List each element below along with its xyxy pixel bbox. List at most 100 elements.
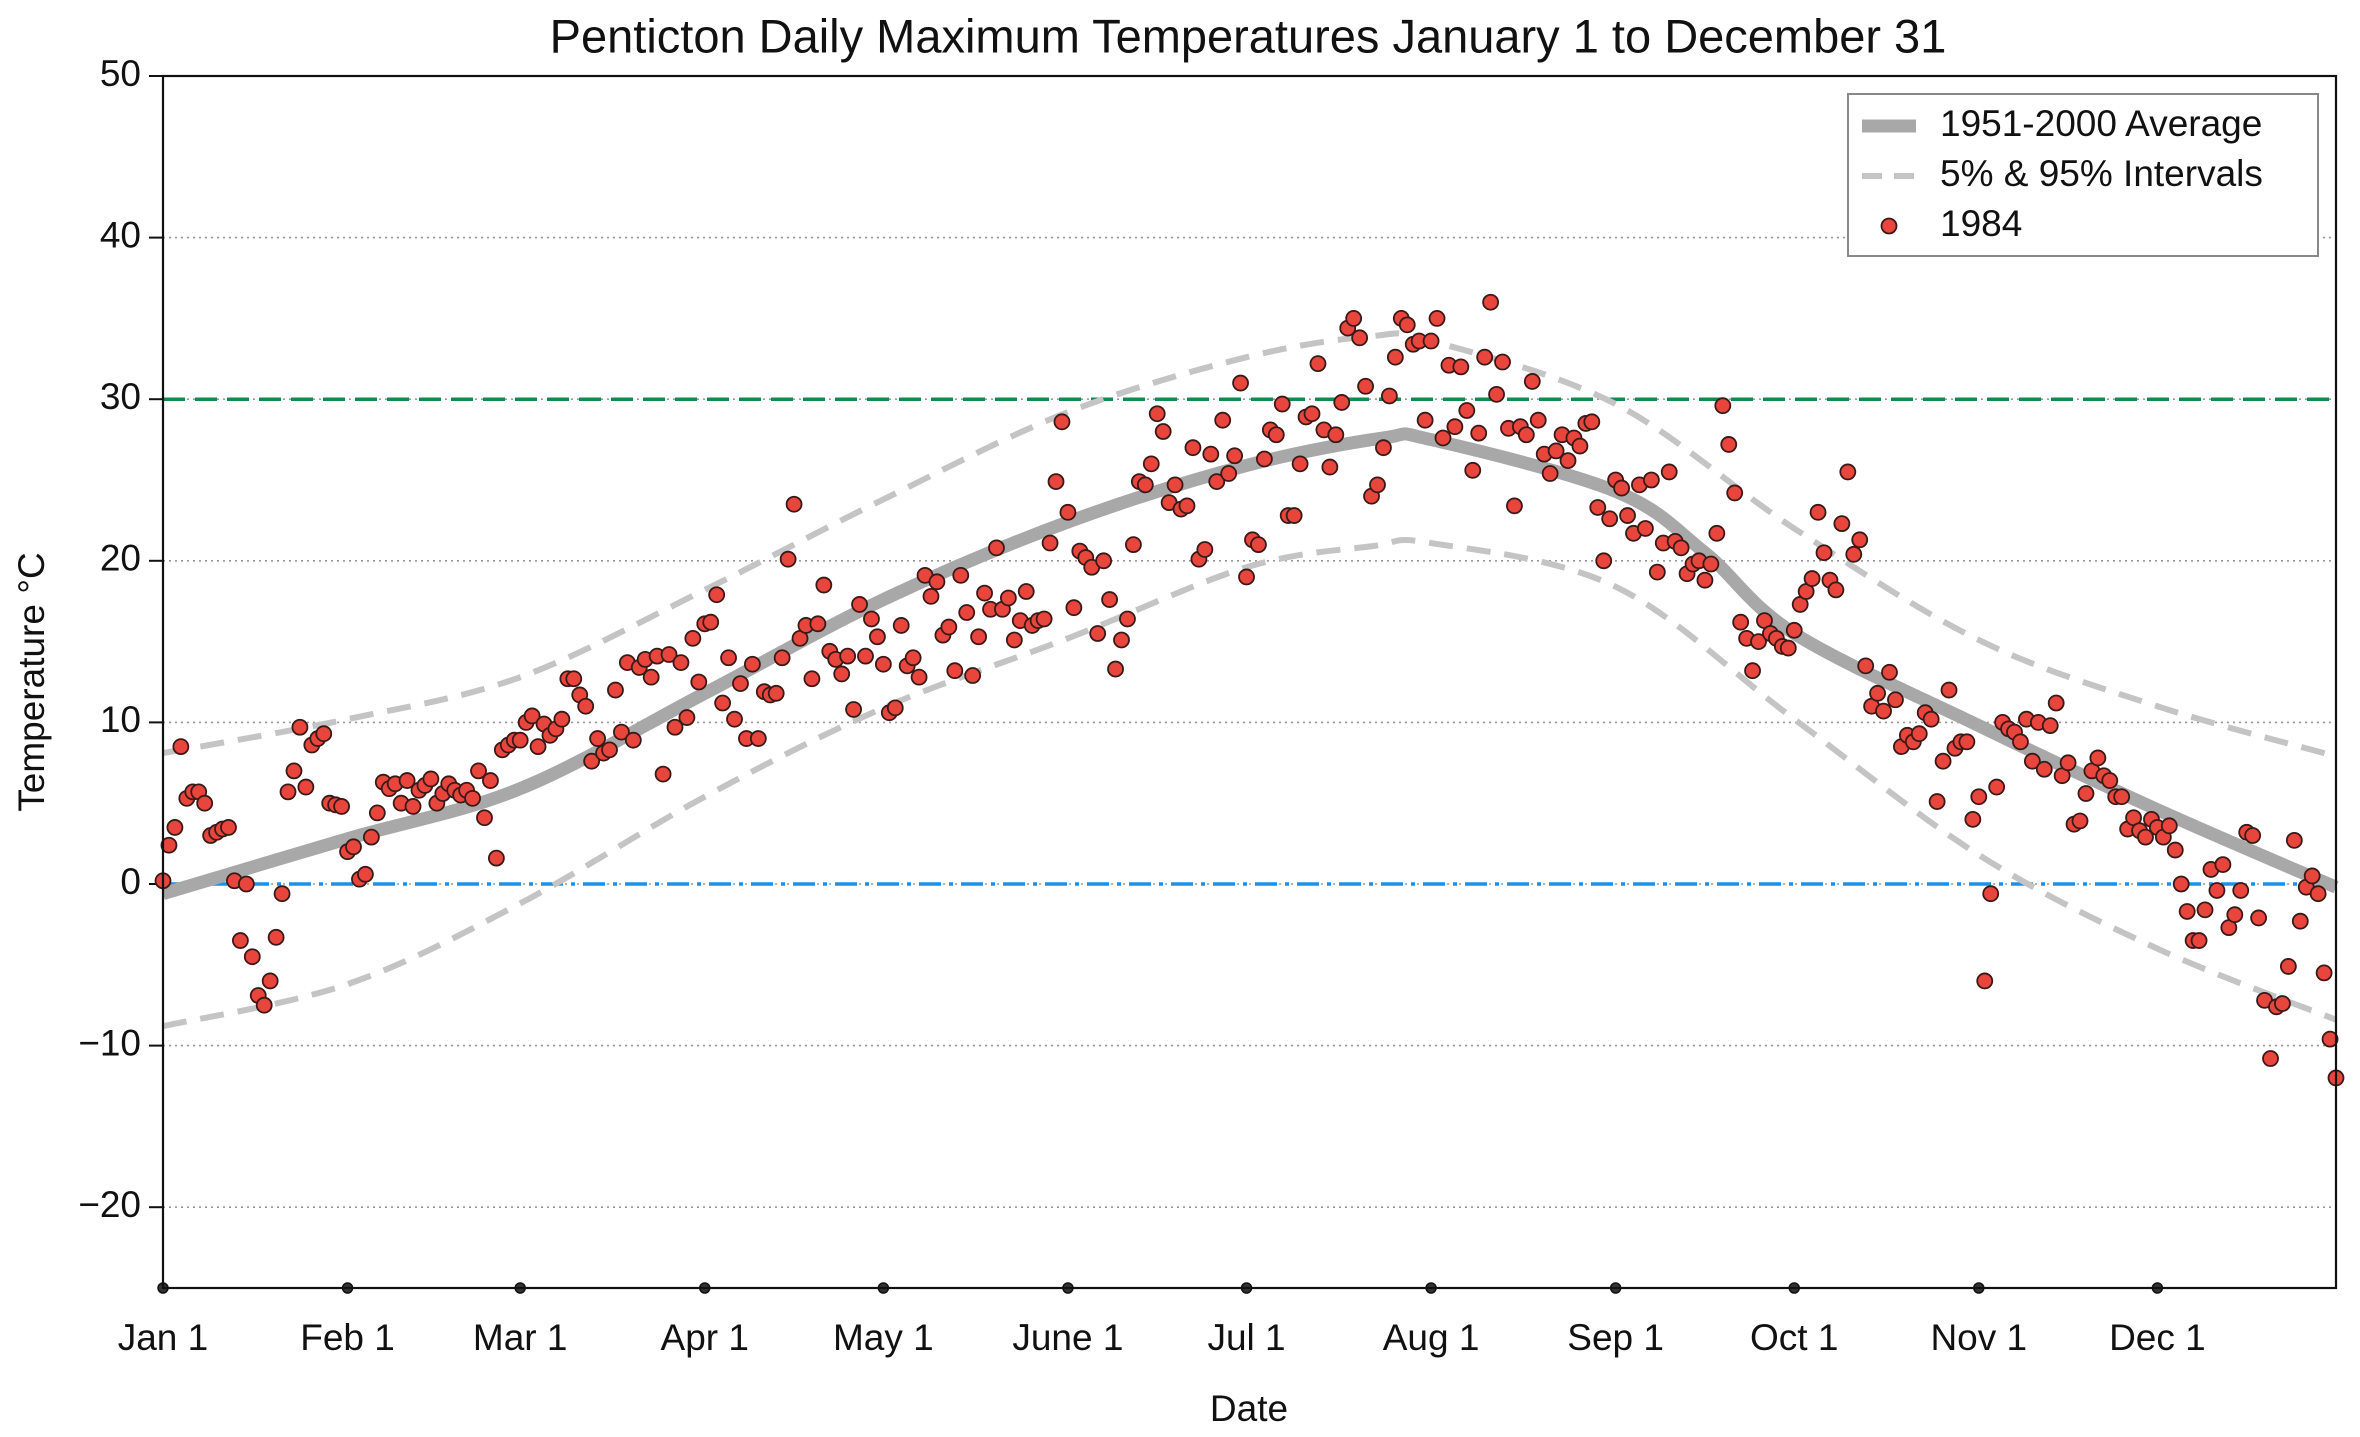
data-point [2244,827,2262,844]
data-point [1928,793,1946,810]
data-point [1595,552,1613,570]
data-point [422,770,440,788]
data-point [1119,610,1136,628]
data-point [2214,856,2232,874]
data-point [1238,568,1255,586]
data-point [1619,507,1636,524]
x-tick-label: Sep 1 [1567,1317,1664,1358]
data-point [231,932,249,949]
data-point [1958,733,1976,751]
data-point [1934,752,1952,770]
data-point [1005,631,1023,649]
data-point [839,647,857,665]
data-point [1458,402,1476,419]
data-point [1452,358,1470,376]
data-point [291,718,309,736]
data-point [1637,520,1654,537]
data-point [607,681,624,699]
data-point [2291,912,2309,930]
x-tick-label: Oct 1 [1750,1317,1838,1358]
data-point [1107,660,1124,678]
x-tick-label: Jan 1 [118,1317,209,1358]
data-point [2262,1050,2279,1067]
data-point [2041,717,2059,735]
data-point [1887,691,1904,709]
data-point [1601,510,1619,528]
data-point [785,495,803,513]
data-point [1208,473,1226,491]
data-point [2285,831,2303,849]
data-point [1726,484,1744,502]
data-point [1381,387,1398,405]
data-point [1470,424,1488,442]
legend-box [1847,93,2319,257]
data-point [613,723,630,741]
data-point [2077,785,2095,802]
data-point [1714,397,1732,415]
data-point [660,646,678,663]
data-point [1875,702,1892,720]
data-point [1839,463,1857,481]
data-point [1482,293,1500,311]
data-point [1982,885,2000,903]
data-point [1101,591,1118,608]
data-point [767,684,785,702]
data-point [1494,353,1511,371]
data-point [273,885,291,903]
data-point [2012,733,2029,751]
data-point [952,566,970,584]
data-point [1744,662,1761,680]
data-point [160,836,178,854]
data-point [1309,355,1327,373]
data-point [940,618,958,636]
data-point [2047,694,2065,712]
data-point [904,649,922,667]
data-point [279,783,297,801]
data-point [1779,639,1797,657]
data-point [1720,436,1738,453]
data-point [1184,439,1202,457]
data-point [1827,581,1845,599]
data-point [2113,788,2131,806]
x-tick-label: Aug 1 [1383,1317,1480,1358]
data-point [1541,465,1559,482]
data-point [1970,788,1988,806]
data-point [2160,817,2178,835]
data-point [1035,610,1053,628]
data-point [267,928,285,946]
y-tick-label: 50 [100,53,141,94]
data-point [1357,377,1374,395]
data-point [1351,329,1369,347]
data-point [362,828,380,846]
data-point [892,617,910,634]
y-tick-label: 10 [100,699,141,740]
y-tick-label: 20 [100,538,141,579]
data-point [1529,411,1547,429]
data-point [1285,507,1303,524]
data-point [1375,439,1392,457]
data-point [243,948,261,966]
data-point [726,710,743,728]
data-point [1250,536,1267,554]
data-point [1559,452,1577,470]
data-point [1732,613,1750,631]
data-point [1833,515,1851,533]
data-point [529,738,547,756]
data-point [1708,524,1726,542]
data-point [1589,499,1607,516]
data-point [2071,812,2089,830]
x-tick-label: June 1 [1012,1317,1123,1358]
data-point [845,701,862,718]
data-point [285,762,303,780]
data-point [1142,455,1160,473]
data-point [1220,465,1238,482]
legend-label: 1951-2000 Average [1940,103,2262,144]
data-point [1547,442,1565,460]
data-point [678,709,696,726]
data-point [196,794,214,812]
data-point [1488,385,1505,403]
data-point [624,731,642,749]
data-point [833,665,851,683]
data-point [1660,463,1678,481]
data-point [749,730,767,747]
